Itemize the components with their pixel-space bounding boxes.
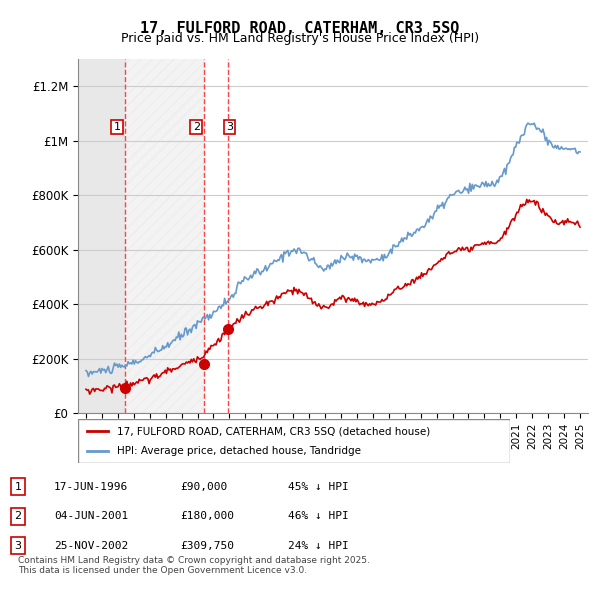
Text: Price paid vs. HM Land Registry's House Price Index (HPI): Price paid vs. HM Land Registry's House … [121,32,479,45]
Text: 25-NOV-2002: 25-NOV-2002 [54,541,128,550]
Text: 1: 1 [114,122,121,132]
Text: 24% ↓ HPI: 24% ↓ HPI [288,541,349,550]
Text: £309,750: £309,750 [180,541,234,550]
Text: 3: 3 [14,541,22,550]
Text: 17, FULFORD ROAD, CATERHAM, CR3 5SQ: 17, FULFORD ROAD, CATERHAM, CR3 5SQ [140,21,460,35]
Text: HPI: Average price, detached house, Tandridge: HPI: Average price, detached house, Tand… [117,446,361,455]
Text: 45% ↓ HPI: 45% ↓ HPI [288,482,349,491]
Text: 46% ↓ HPI: 46% ↓ HPI [288,512,349,521]
Text: 2: 2 [193,122,200,132]
Text: £180,000: £180,000 [180,512,234,521]
Text: 04-JUN-2001: 04-JUN-2001 [54,512,128,521]
Text: £90,000: £90,000 [180,482,227,491]
FancyBboxPatch shape [78,419,510,463]
Text: Contains HM Land Registry data © Crown copyright and database right 2025.
This d: Contains HM Land Registry data © Crown c… [18,556,370,575]
Text: 1: 1 [14,482,22,491]
Text: 3: 3 [226,122,233,132]
Bar [78,59,125,413]
Text: 17, FULFORD ROAD, CATERHAM, CR3 5SQ (detached house): 17, FULFORD ROAD, CATERHAM, CR3 5SQ (det… [117,427,430,436]
Text: 2: 2 [14,512,22,521]
Text: 17-JUN-1996: 17-JUN-1996 [54,482,128,491]
Bar [125,59,204,413]
